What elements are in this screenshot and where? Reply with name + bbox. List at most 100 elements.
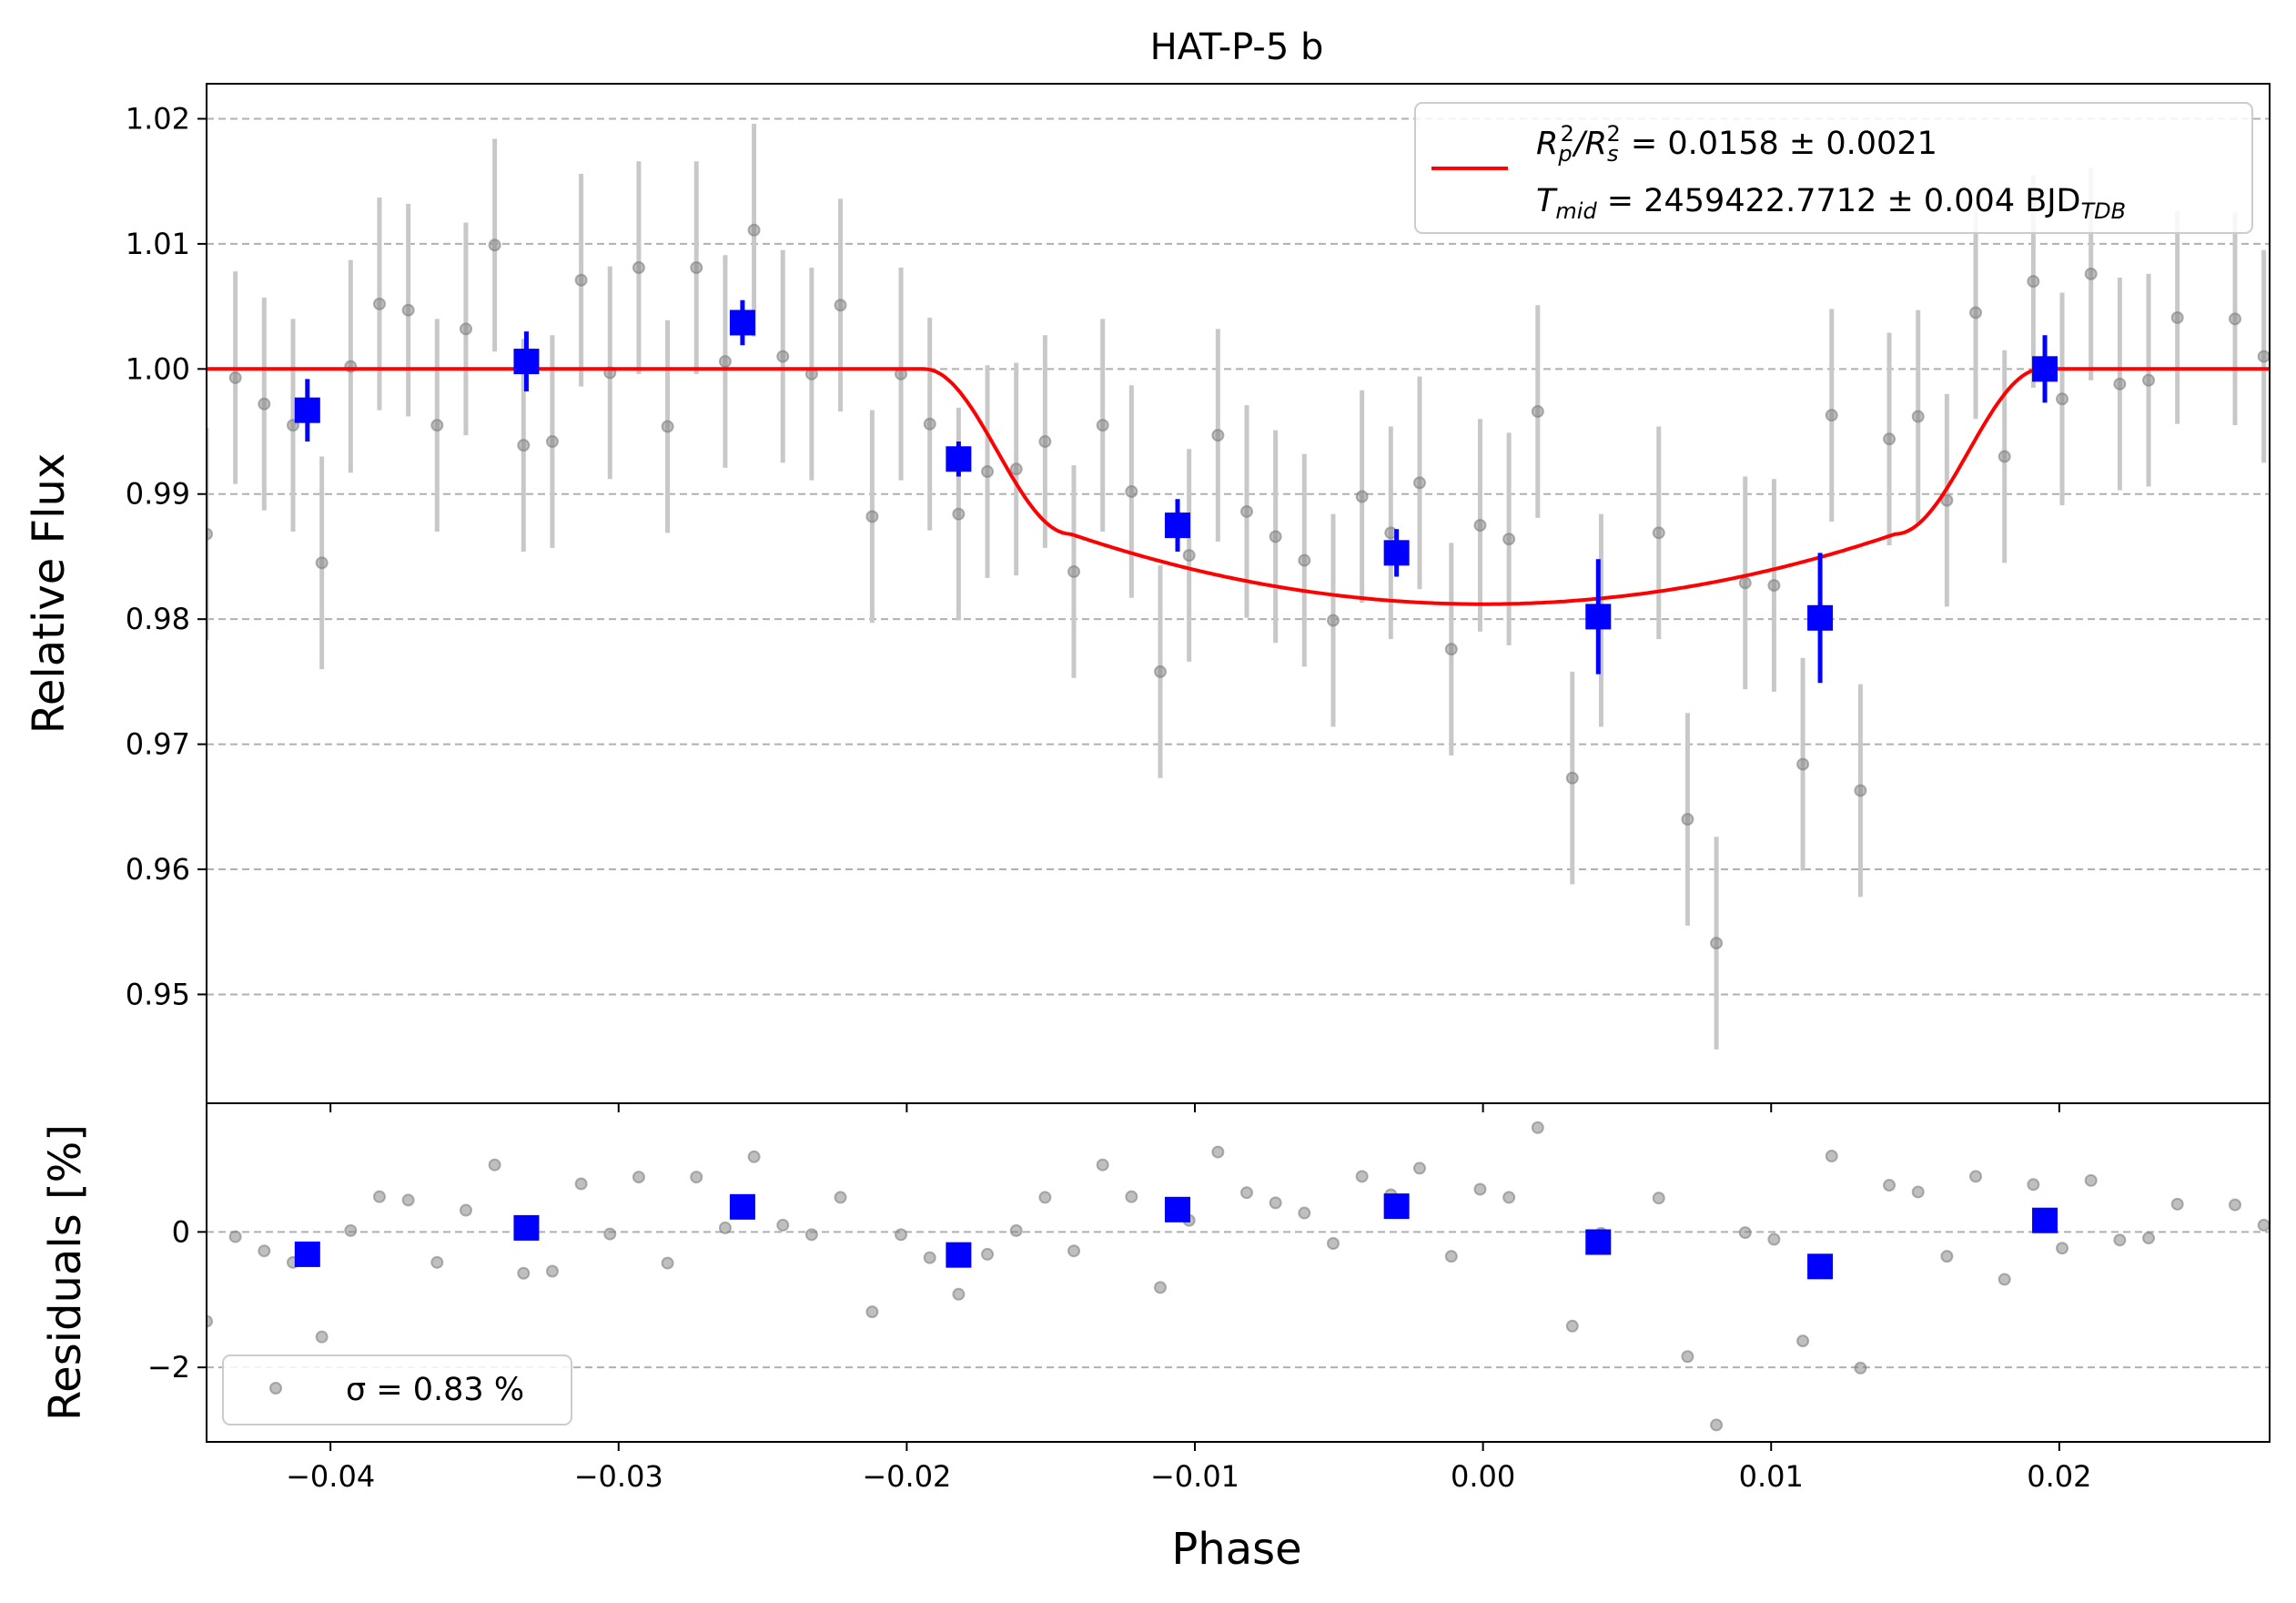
- raw-point: [981, 465, 995, 479]
- residuals-y-tick-label: −2: [147, 1350, 190, 1385]
- raw-residual-point: [981, 1247, 995, 1261]
- residuals-legend: σ = 0.83 %: [222, 1354, 572, 1425]
- raw-residual-point: [344, 1223, 358, 1237]
- raw-point: [776, 350, 790, 363]
- raw-residual-point: [1883, 1179, 1896, 1192]
- raw-residual-point: [1239, 1186, 1253, 1200]
- binned-point: [513, 349, 540, 375]
- raw-point: [1796, 757, 1810, 771]
- legend-depth-value: = 0.0158 ± 0.0021: [1621, 126, 1937, 162]
- raw-point: [207, 527, 213, 541]
- raw-point: [1355, 490, 1369, 503]
- legend-t-subscript: mid: [1555, 198, 1597, 224]
- legend-rs-symbol: /R: [1572, 126, 1607, 162]
- raw-residual-point: [430, 1255, 444, 1269]
- raw-point: [1710, 937, 1724, 950]
- raw-point: [315, 556, 329, 570]
- raw-point: [661, 420, 674, 433]
- raw-point: [517, 439, 531, 452]
- raw-point: [574, 273, 588, 287]
- raw-residual-point: [2113, 1233, 2127, 1247]
- raw-point: [1883, 432, 1896, 446]
- legend-tdb-subscript: TDB: [2081, 198, 2127, 224]
- raw-residual-point: [1412, 1162, 1426, 1175]
- raw-point: [952, 507, 966, 521]
- raw-residual-point: [1355, 1170, 1369, 1183]
- legend-rp-superscript: 2: [1561, 121, 1574, 147]
- raw-point: [430, 419, 444, 432]
- raw-point: [2084, 267, 2098, 280]
- raw-residual-point: [747, 1150, 761, 1163]
- raw-point: [2257, 350, 2270, 363]
- raw-residual-point: [574, 1177, 588, 1191]
- raw-point: [1211, 429, 1225, 442]
- binned-point: [1807, 604, 1834, 631]
- raw-point: [1940, 493, 1954, 507]
- binned-residual-point: [513, 1214, 540, 1241]
- x-tick-label: −0.03: [574, 1459, 663, 1494]
- x-tick-label: 0.00: [1451, 1459, 1515, 1494]
- raw-point: [747, 223, 761, 237]
- raw-point: [1825, 409, 1838, 422]
- raw-point: [2027, 275, 2040, 289]
- binned-residual-point: [946, 1242, 972, 1268]
- binned-point: [1165, 512, 1191, 539]
- x-axis-label: Phase: [1171, 1524, 1301, 1575]
- raw-residual-point: [488, 1158, 501, 1172]
- raw-residual-point: [776, 1218, 790, 1232]
- raw-point: [834, 299, 847, 312]
- raw-residual-point: [517, 1266, 531, 1280]
- raw-residual-point: [315, 1330, 329, 1344]
- raw-residual-point: [207, 1314, 213, 1328]
- x-tick-label: −0.01: [1150, 1459, 1239, 1494]
- x-tick-label: 0.02: [2027, 1459, 2091, 1494]
- raw-residual-point: [1911, 1185, 1925, 1199]
- raw-point: [923, 417, 936, 431]
- legend-tmid-label: Tmid = 2459422.7712 ± 0.004 BJDTDB: [1536, 183, 2126, 224]
- raw-point: [1444, 643, 1458, 656]
- raw-point: [1412, 476, 1426, 490]
- flux-y-tick-label: 0.98: [126, 602, 190, 636]
- raw-residual-point: [661, 1256, 674, 1270]
- raw-residual-point: [1825, 1150, 1838, 1163]
- raw-point: [1326, 614, 1340, 627]
- flux-y-ticks: 1.02 1.01 1.00 0.99 0.98 0.97 0.96 0.95: [126, 101, 207, 1011]
- raw-residual-point: [1444, 1250, 1458, 1263]
- raw-point: [1911, 410, 1925, 423]
- x-tick-label: 0.01: [1739, 1459, 1804, 1494]
- legend-rp-symbol: R: [1536, 126, 1558, 162]
- raw-residual-point: [834, 1191, 847, 1204]
- raw-point: [2229, 312, 2242, 326]
- raw-residual-point: [228, 1230, 242, 1243]
- raw-point: [2170, 310, 2184, 324]
- binned-residual-point: [1585, 1229, 1612, 1255]
- raw-point: [2056, 392, 2069, 406]
- binned-point: [2032, 356, 2058, 382]
- binned-point: [946, 446, 972, 472]
- raw-point: [1125, 485, 1138, 498]
- raw-point: [1154, 665, 1168, 678]
- flux-y-axis-label: Relative Flux: [24, 453, 75, 735]
- flux-legend: Rp2/Rs2 = 0.0158 ± 0.0021 Tmid = 2459422…: [1414, 102, 2253, 234]
- raw-point: [1298, 553, 1311, 567]
- raw-point: [1239, 504, 1253, 518]
- raw-residual-point: [1531, 1121, 1544, 1134]
- raw-residual-point: [1998, 1273, 2011, 1286]
- raw-residual-point: [2229, 1198, 2242, 1212]
- raw-point: [1854, 784, 1867, 797]
- legend-rp-subscript: p: [1557, 141, 1572, 167]
- flux-y-tick-label: 1.00: [126, 351, 190, 386]
- raw-point: [865, 510, 879, 523]
- raw-residual-point: [2257, 1218, 2270, 1232]
- legend-rs-superscript: 2: [1606, 121, 1620, 147]
- x-ticks: −0.04 −0.03 −0.02 −0.01 0.00 0.01 0.02: [286, 1103, 2091, 1494]
- legend-raw-marker: [269, 1382, 282, 1395]
- flux-legend-box: [1414, 102, 2253, 234]
- legend-rp-rs-label: Rp2/Rs2 = 0.0158 ± 0.0021: [1536, 121, 1937, 167]
- raw-residual-point: [1502, 1191, 1516, 1204]
- raw-point: [1067, 564, 1081, 578]
- raw-residual-point: [1940, 1250, 1954, 1263]
- binned-residual-point: [2032, 1207, 2058, 1233]
- flux-y-tick-label: 1.02: [126, 101, 190, 136]
